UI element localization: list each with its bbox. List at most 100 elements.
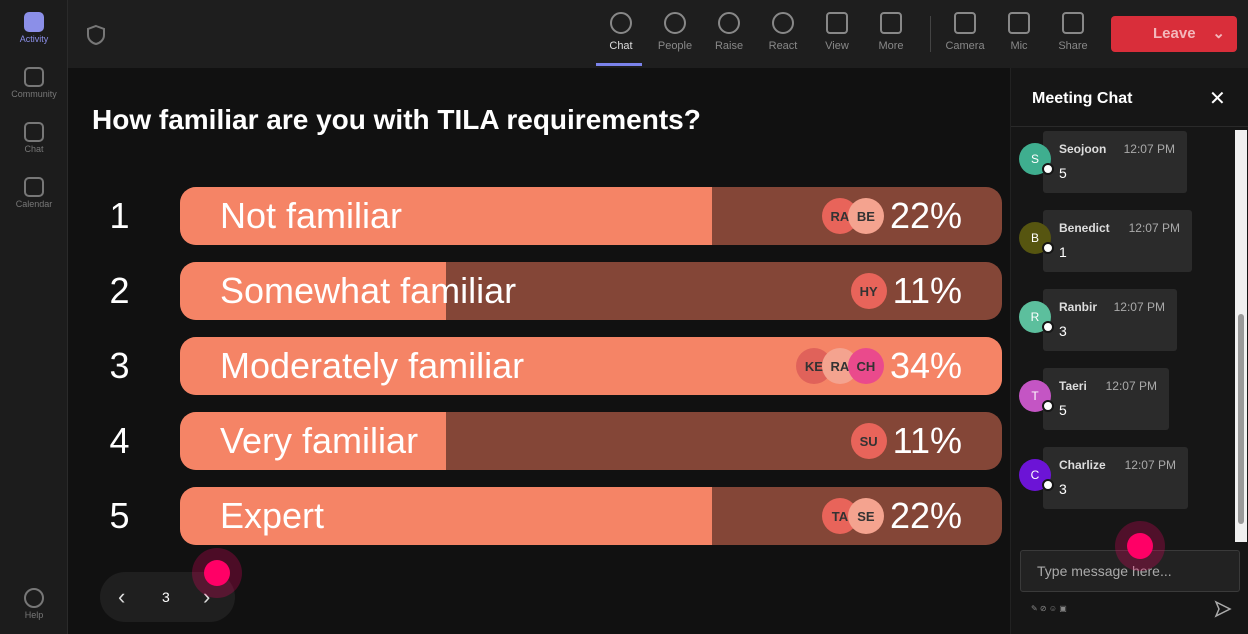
toolbar-icon <box>718 12 740 34</box>
toolbar-label: Chat <box>609 40 633 52</box>
chat-title: Meeting Chat <box>1032 90 1133 107</box>
toolbar-label: React <box>768 40 798 52</box>
option-results: SU 11% <box>850 412 962 470</box>
toolbar-button[interactable]: View <box>812 12 862 52</box>
format-icons[interactable]: ✎ ⊘ ☺ ▣ <box>1031 604 1067 613</box>
sidebar: Help Activity Community Chat Calendar <box>0 0 68 634</box>
message-time: 12:07 PM <box>1123 142 1175 156</box>
next-button[interactable]: › <box>203 584 211 609</box>
leave-label: Leave <box>1153 25 1196 42</box>
sidebar-item[interactable]: Calendar <box>0 177 68 209</box>
option-number: 4 <box>109 420 130 461</box>
toolbar-label: View <box>825 40 849 52</box>
toolbar-icon <box>664 12 686 34</box>
option-results: TA SE 22% <box>821 487 962 545</box>
message-text: 1 <box>1059 244 1067 260</box>
divider <box>1011 126 1248 127</box>
sender-name: Ranbir <box>1059 300 1098 314</box>
option-label: Expert <box>220 495 325 536</box>
message-time: 12:07 PM <box>1128 221 1180 235</box>
voter-avatar: CH <box>847 348 884 384</box>
close-button[interactable]: ✕ <box>1209 88 1226 110</box>
voter-avatar: BE <box>847 198 884 234</box>
toolbar-icon <box>772 12 794 34</box>
sidebar-icon <box>24 67 44 87</box>
sidebar-label: Calendar <box>15 199 53 209</box>
chat-message: Benedict 12:07 PM 1 <box>1043 210 1192 272</box>
sidebar-icon <box>24 177 44 197</box>
toolbar-button[interactable]: Raise <box>704 12 754 52</box>
send-button[interactable] <box>1214 600 1232 618</box>
option-percent: 22% <box>889 495 962 536</box>
option-fill <box>180 487 712 545</box>
toolbar-icon <box>1062 12 1084 34</box>
toolbar-button[interactable]: People <box>650 12 700 52</box>
toolbar-icon <box>826 12 848 34</box>
poll-option[interactable]: 1 Not familiar RA BE 22% <box>92 187 1002 245</box>
chat-message: Seojoon 12:07 PM 5 <box>1043 131 1187 193</box>
toolbar-label: Camera <box>945 40 985 52</box>
sidebar-item[interactable]: Community <box>0 67 68 99</box>
option-label: Somewhat familiar <box>220 270 517 311</box>
message-input[interactable]: Type message here... <box>1020 550 1240 592</box>
sender-name: Taeri <box>1059 379 1087 393</box>
toolbar-button[interactable]: Share <box>1048 12 1098 52</box>
option-number: 3 <box>109 345 130 386</box>
poll-option[interactable]: 2 Somewhat familiar HY 11% <box>92 262 1002 320</box>
option-number: 1 <box>109 195 130 236</box>
voter-avatar: SE <box>847 498 884 534</box>
toolbar-label: More <box>878 40 904 52</box>
poll-option[interactable]: 3 Moderately familiar KE RA CH 34% <box>92 337 1002 395</box>
toolbar-icon <box>610 12 632 34</box>
pointer-dot <box>204 560 230 586</box>
toolbar-button[interactable]: Chat <box>596 12 646 52</box>
sidebar-item[interactable]: Activity <box>0 12 68 44</box>
option-results: RA BE 22% <box>821 187 962 245</box>
prev-button[interactable]: ‹ <box>118 584 126 609</box>
scrollbar[interactable] <box>1235 130 1247 542</box>
toolbar-icon <box>954 12 976 34</box>
voter-avatar: HY <box>850 273 887 309</box>
message-time: 12:07 PM <box>1105 379 1157 393</box>
poll-option[interactable]: 4 Very familiar SU 11% <box>92 412 1002 470</box>
status-dot <box>1042 321 1054 333</box>
option-percent: 11% <box>892 420 962 461</box>
leave-caret: ⌄ <box>1212 25 1225 42</box>
voter-avatar: SU <box>850 423 887 459</box>
sidebar-item[interactable]: Chat <box>0 122 68 154</box>
toolbar-button[interactable]: React <box>758 12 808 52</box>
option-bar <box>180 337 1002 395</box>
option-fill <box>180 412 446 470</box>
help[interactable]: Help <box>0 588 68 620</box>
poll-question: How familiar are you with TILA requireme… <box>92 104 701 135</box>
toolbar: Chat People Raise React View More Camera Mic Sha… <box>68 0 1248 68</box>
leave-button[interactable]: Leave ⌄ <box>1111 16 1237 52</box>
message-text: 5 <box>1059 165 1067 181</box>
chat-message: Taeri 12:07 PM 5 <box>1043 368 1169 430</box>
toolbar-button[interactable]: Camera <box>940 12 990 52</box>
toolbar-label: Mic <box>1010 40 1028 52</box>
toolbar-button[interactable]: Mic <box>994 12 1044 52</box>
status-dot <box>1042 163 1054 175</box>
option-percent: 11% <box>892 270 962 311</box>
shield-icon <box>87 24 105 46</box>
status-dot <box>1042 479 1054 491</box>
option-label: Very familiar <box>220 420 419 461</box>
scroll-thumb[interactable] <box>1238 314 1244 524</box>
poll-option[interactable]: 5 Expert TA SE 22% <box>92 487 1002 545</box>
sidebar-label: Community <box>11 89 57 99</box>
help-label: Help <box>24 610 44 620</box>
divider <box>930 16 931 52</box>
status-dot <box>1042 242 1054 254</box>
toolbar-label: Share <box>1058 40 1088 52</box>
option-bar <box>180 487 1002 545</box>
page-number: 3 <box>162 589 170 605</box>
chat-message: Charlize 12:07 PM 3 <box>1043 447 1188 509</box>
option-number: 2 <box>109 270 130 311</box>
toolbar-label: Raise <box>714 40 744 52</box>
toolbar-button[interactable]: More <box>866 12 916 52</box>
status-dot <box>1042 400 1054 412</box>
active-tab <box>596 63 642 66</box>
message-text: 3 <box>1059 323 1067 339</box>
